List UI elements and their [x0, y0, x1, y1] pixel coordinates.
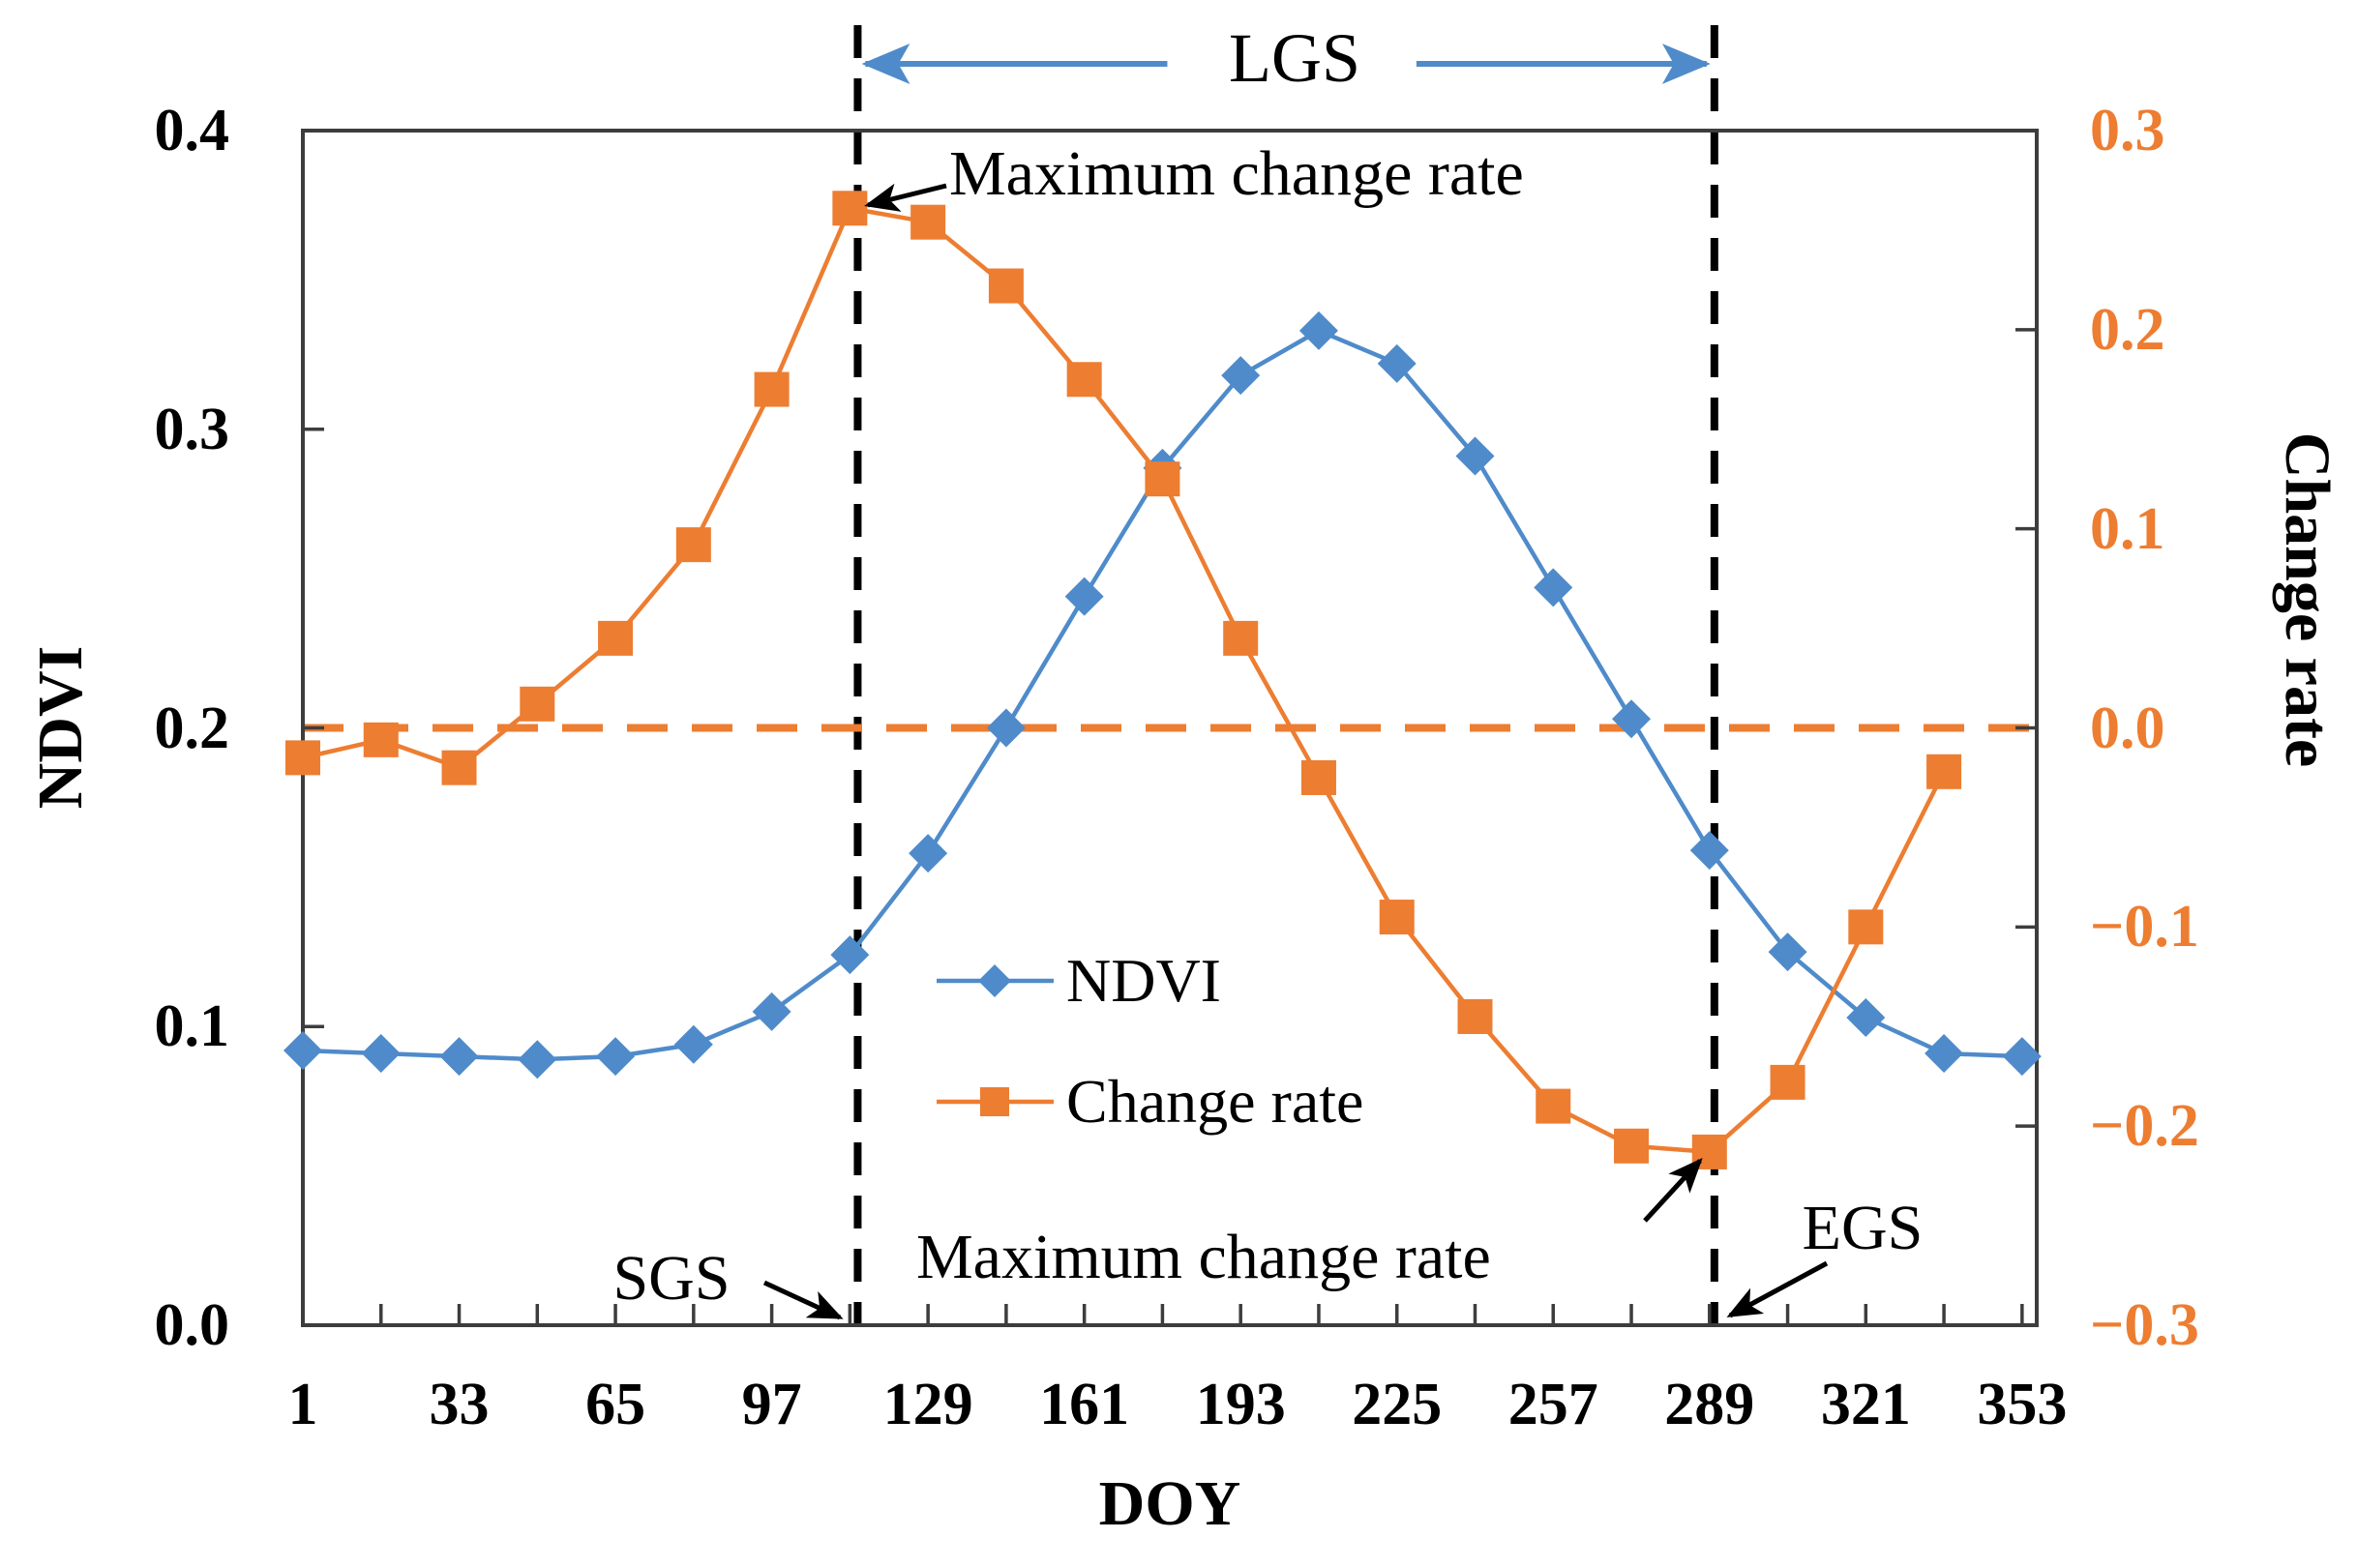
ndvi-marker — [2002, 1037, 2042, 1077]
sgs-label: SGS — [612, 1243, 731, 1314]
change-rate-marker — [1614, 1128, 1650, 1164]
y-right-tick-label-0.0: 0.0 — [2090, 695, 2165, 761]
x-tick-label-257: 257 — [1507, 1372, 1598, 1437]
x-tick-label-129: 129 — [882, 1372, 973, 1437]
ndvi-marker — [1846, 997, 1886, 1037]
change-rate-line — [302, 206, 1947, 1155]
x-tick-label-33: 33 — [429, 1372, 490, 1437]
change-rate-marker — [1300, 759, 1336, 795]
max-change-rate-arrow-top — [864, 183, 947, 212]
x-tick-label-1: 1 — [287, 1372, 318, 1437]
change-rate-marker — [285, 740, 320, 776]
ndvi-marker — [1221, 356, 1261, 396]
change-rate-marker — [1145, 461, 1180, 497]
ndvi-marker — [1612, 699, 1652, 739]
x-tick-label-161: 161 — [1039, 1372, 1130, 1437]
ndvi-marker — [986, 708, 1026, 748]
y-right-tick-label-−0.1: −0.1 — [2090, 894, 2199, 961]
egs-arrow — [1726, 1260, 1829, 1318]
y-left-tick-label-0.3: 0.3 — [154, 396, 230, 462]
change-rate-marker — [1770, 1064, 1805, 1100]
change-rate-marker — [832, 191, 868, 226]
change-rate-marker — [363, 722, 399, 757]
change-rate-marker — [754, 371, 790, 407]
ndvi-marker — [1064, 577, 1104, 616]
x-axis-title: DOY — [1098, 1468, 1241, 1539]
legend-label-change-rate: Change rate — [1066, 1067, 1364, 1136]
ndvi-marker — [752, 991, 791, 1031]
max-change-rate-label-top: Maximum change rate — [949, 138, 1524, 209]
ndvi-marker — [1377, 343, 1417, 383]
ndvi-marker — [1298, 311, 1338, 350]
ndvi-marker — [361, 1034, 401, 1074]
y-right-tick-label-−0.2: −0.2 — [2090, 1093, 2199, 1160]
max-change-rate-arrow-bottom — [1643, 1158, 1703, 1223]
change-rate-marker — [1926, 754, 1962, 789]
ndvi-marker — [830, 935, 870, 975]
ndvi-marker — [518, 1040, 557, 1080]
y-axis-title-right: Change rate — [2272, 431, 2342, 768]
egs-label: EGS — [1802, 1193, 1924, 1263]
y-left-tick-label-0.4: 0.4 — [154, 98, 230, 163]
x-tick-label-65: 65 — [585, 1372, 646, 1437]
change-rate-marker — [520, 686, 555, 722]
change-rate-marker — [598, 620, 634, 656]
ndvi-marker — [1924, 1034, 1964, 1074]
lgs-label: LGS — [1228, 19, 1361, 97]
change-rate-marker — [1536, 1088, 1571, 1124]
ndvi-marker — [1768, 932, 1807, 972]
x-tick-label-353: 353 — [1977, 1372, 2068, 1437]
y-right-tick-label-0.3: 0.3 — [2090, 98, 2165, 163]
ndvi-marker — [439, 1037, 479, 1077]
change-rate-marker — [1066, 362, 1102, 398]
change-rate-marker — [441, 750, 477, 785]
change-rate-marker — [1457, 998, 1493, 1034]
ndvi-marker — [1534, 568, 1573, 607]
change-rate-marker — [675, 527, 711, 563]
y-right-tick-label-0.2: 0.2 — [2090, 296, 2165, 363]
x-tick-label-225: 225 — [1352, 1372, 1443, 1437]
x-tick-label-97: 97 — [741, 1372, 802, 1437]
y-right-tick-label-0.1: 0.1 — [2090, 495, 2165, 562]
x-tick-label-321: 321 — [1820, 1372, 1911, 1437]
change-rate-marker — [1379, 900, 1415, 935]
legend-label-ndvi: NDVI — [1066, 946, 1221, 1015]
change-rate-marker — [1223, 620, 1259, 656]
change-rate-marker — [980, 1087, 1009, 1116]
y-left-tick-label-0.0: 0.0 — [154, 1292, 230, 1358]
sgs-arrow — [762, 1280, 844, 1320]
ndvi-marker — [596, 1037, 636, 1077]
y-left-tick-label-0.2: 0.2 — [154, 695, 230, 761]
ndvi-marker — [909, 834, 948, 873]
change-rate-marker — [910, 204, 946, 240]
y-left-tick-label-0.1: 0.1 — [154, 993, 230, 1060]
ndvi-marker — [978, 964, 1011, 997]
x-tick-label-193: 193 — [1195, 1372, 1286, 1437]
ndvi-marker — [1455, 436, 1495, 476]
x-tick-label-289: 289 — [1664, 1372, 1755, 1437]
y-right-tick-label-−0.3: −0.3 — [2090, 1292, 2199, 1358]
ndvi-marker — [1689, 831, 1729, 871]
change-rate-marker — [988, 268, 1024, 304]
max-change-rate-label-bottom: Maximum change rate — [916, 1222, 1491, 1292]
ndvi-marker — [673, 1024, 713, 1064]
change-rate-marker — [1848, 909, 1884, 945]
ndvi-marker — [283, 1030, 322, 1070]
